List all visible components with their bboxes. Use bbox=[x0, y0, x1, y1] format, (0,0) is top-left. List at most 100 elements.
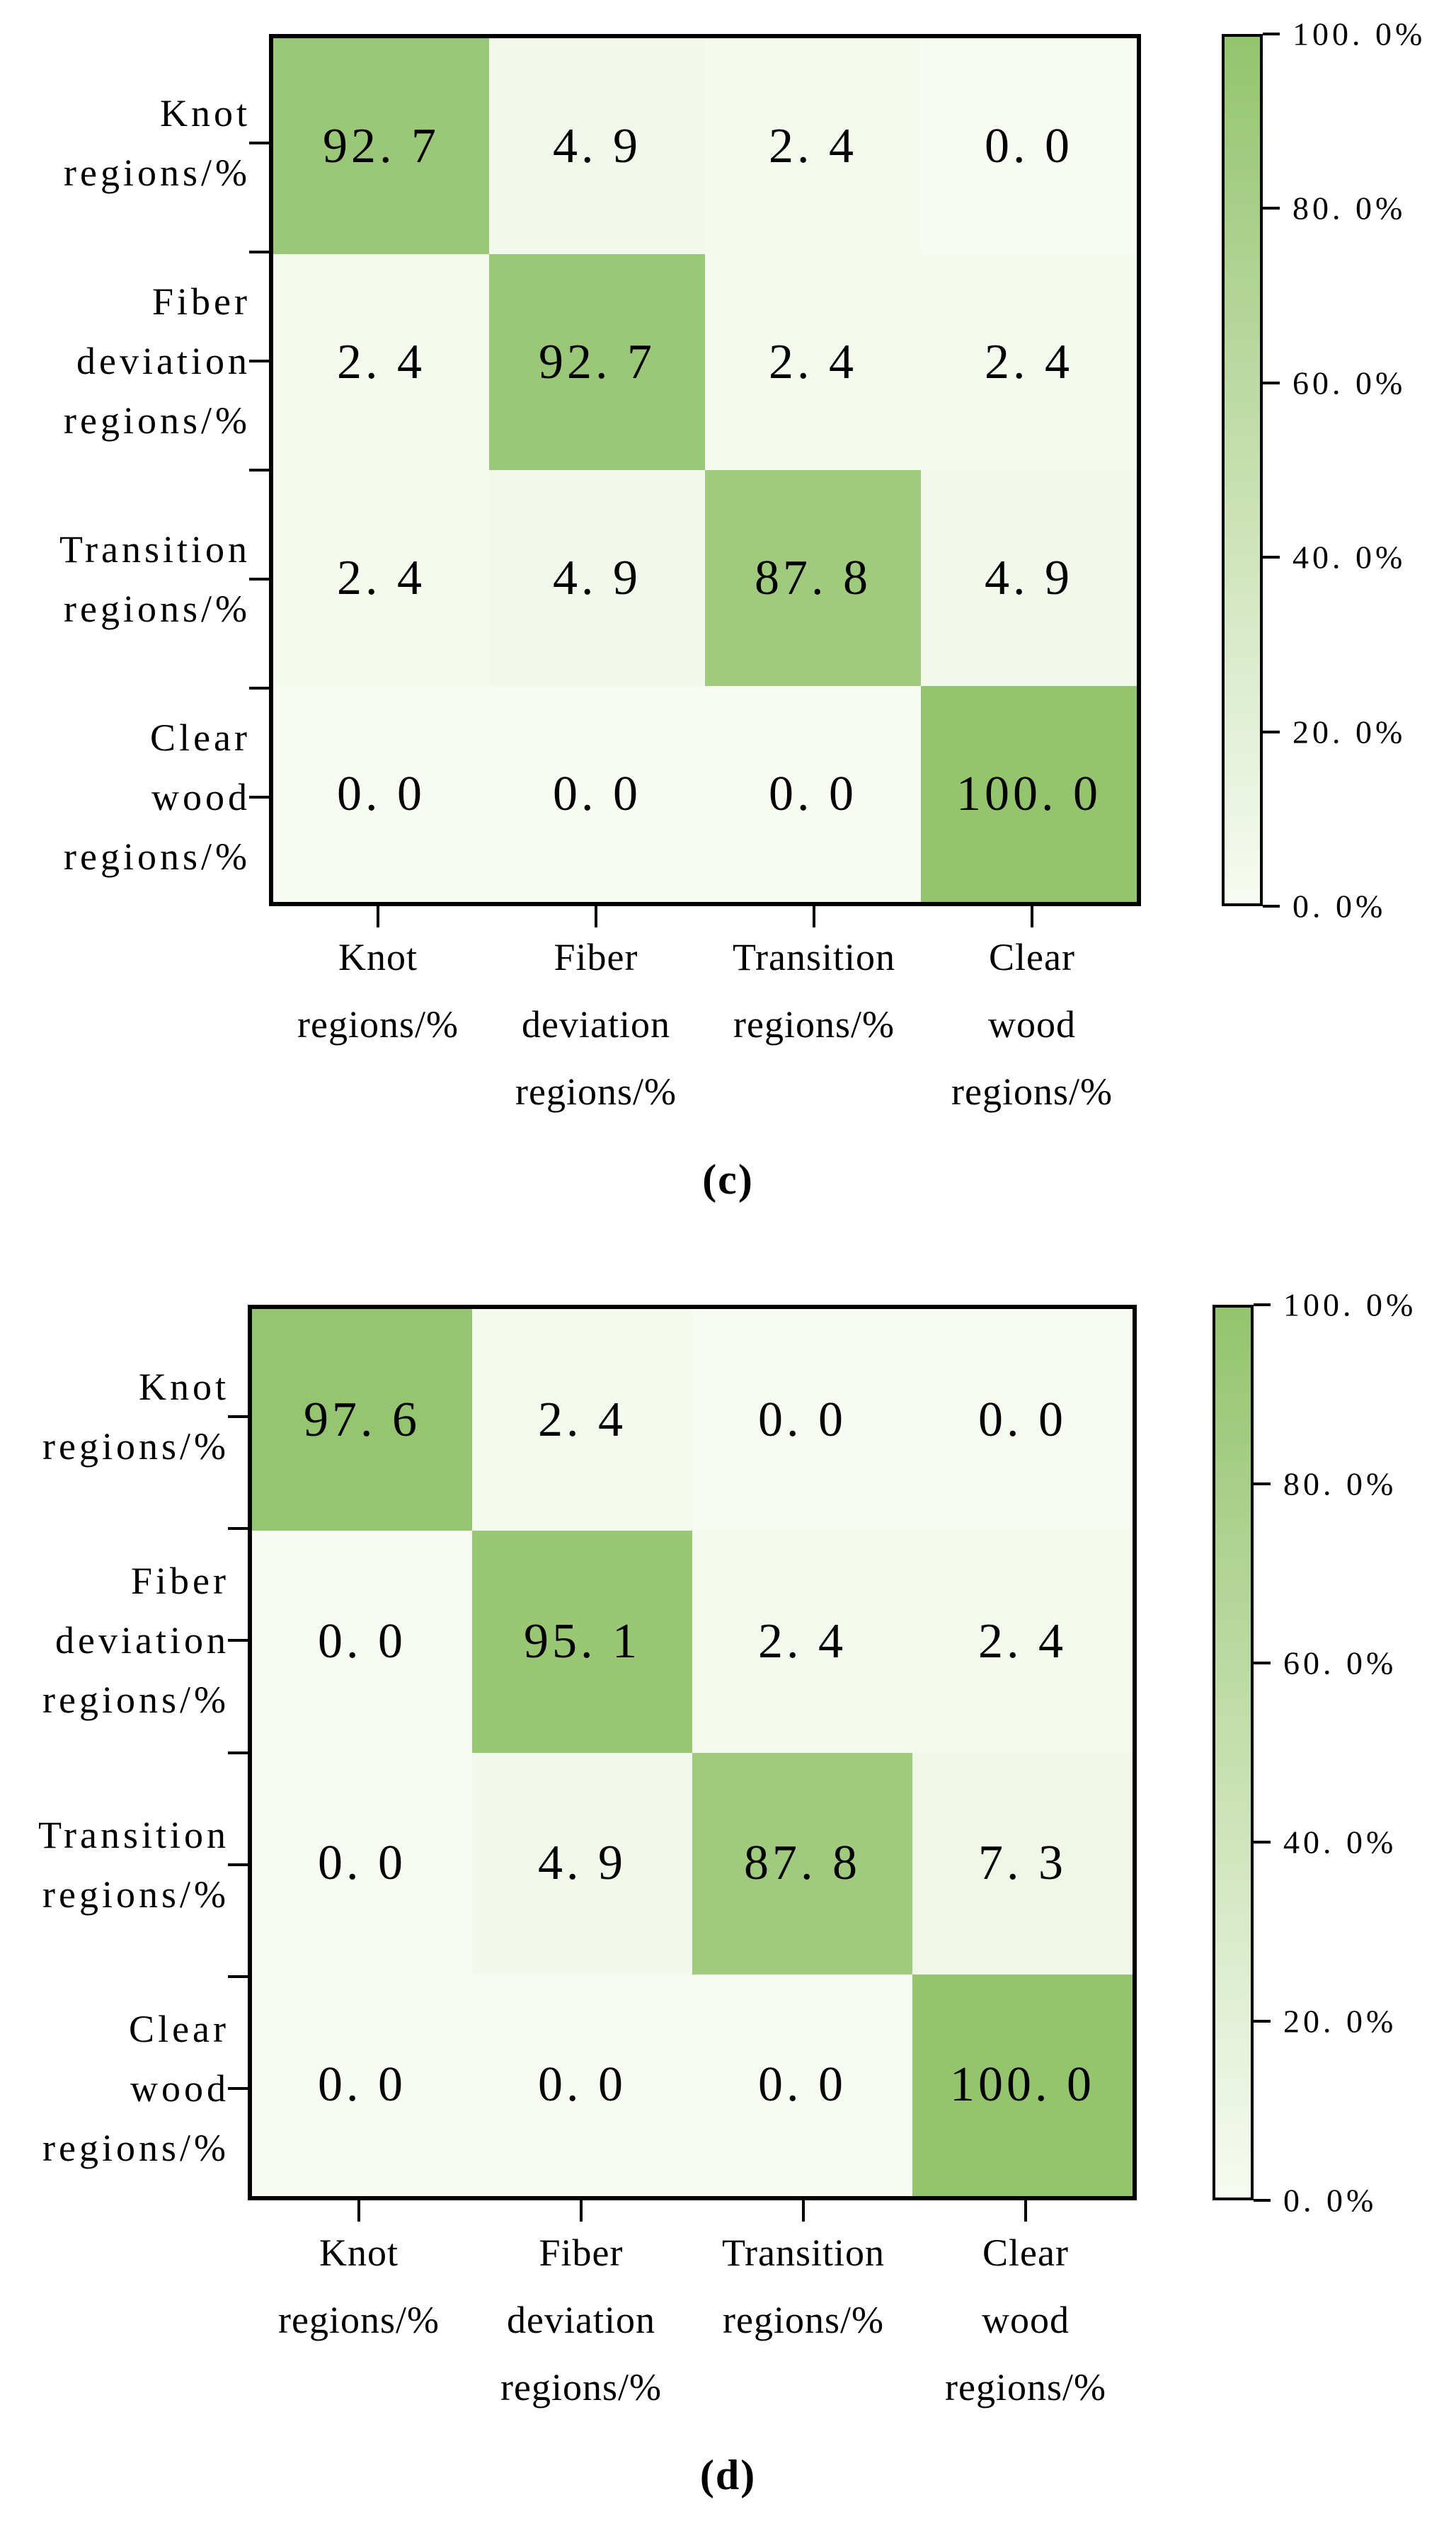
y-axis-tick bbox=[228, 1415, 248, 1419]
y-axis-tick bbox=[249, 360, 269, 362]
y-axis-tick bbox=[228, 2086, 248, 2090]
y-tick-label-line: regions/% bbox=[42, 1873, 229, 1916]
x-axis-tick bbox=[580, 2200, 583, 2222]
matrix-cell: 0. 0 bbox=[472, 1974, 692, 2196]
matrix-cell: 87. 8 bbox=[705, 470, 921, 686]
caption-close-paren: ) bbox=[740, 2452, 757, 2498]
y-tick-label-line: Transition bbox=[59, 528, 251, 571]
y-tick-label: Fiber deviation regions/% bbox=[0, 1551, 229, 1730]
y-tick-label-line: regions/% bbox=[42, 2126, 229, 2169]
x-tick-label: Knot regions/% bbox=[278, 2219, 440, 2354]
matrix-cell: 2. 4 bbox=[705, 38, 921, 254]
matrix-cell: 2. 4 bbox=[273, 470, 489, 686]
x-tick-label-line: regions/% bbox=[951, 1070, 1113, 1113]
colorbar-tick bbox=[1254, 1482, 1271, 1485]
y-tick-label-line: regions/% bbox=[42, 1425, 229, 1468]
colorbar-tick bbox=[1254, 1841, 1271, 1844]
colorbar-tick bbox=[1254, 2199, 1271, 2202]
matrix-cell: 100. 0 bbox=[912, 1974, 1133, 2196]
x-tick-label-line: Knot bbox=[338, 936, 418, 978]
x-tick-label-line: regions/% bbox=[723, 2299, 884, 2341]
matrix-cell: 0. 0 bbox=[252, 1531, 472, 1753]
matrix-cell: 95. 1 bbox=[472, 1531, 692, 1753]
y-tick-label-line: wood bbox=[151, 776, 251, 818]
x-tick-label-line: regions/% bbox=[500, 2366, 662, 2408]
matrix-cell: 0. 0 bbox=[252, 1974, 472, 2196]
y-tick-label-line: deviation bbox=[76, 340, 251, 382]
y-tick-label-line: Transition bbox=[38, 1813, 229, 1856]
matrix-cell: 0. 0 bbox=[912, 1309, 1133, 1531]
y-tick-label: Transition regions/% bbox=[0, 520, 251, 639]
colorbar-tick-label: 0. 0% bbox=[1292, 888, 1387, 925]
colorbar-tick-label: 40. 0% bbox=[1292, 539, 1406, 576]
y-axis-tick bbox=[228, 1527, 248, 1531]
matrix-cell: 2. 4 bbox=[912, 1531, 1133, 1753]
caption-d: (d) bbox=[0, 2451, 1456, 2500]
y-tick-label-line: wood bbox=[130, 2067, 229, 2110]
y-tick-label-line: Knot bbox=[160, 92, 251, 135]
colorbar-tick-label: 0. 0% bbox=[1283, 2182, 1377, 2219]
y-tick-label-line: Clear bbox=[129, 2007, 229, 2050]
colorbar-tick bbox=[1263, 556, 1280, 559]
matrix-cell: 2. 4 bbox=[921, 254, 1137, 470]
y-tick-label-line: Fiber bbox=[131, 1560, 229, 1603]
y-axis-tick bbox=[249, 687, 269, 690]
matrix-cell: 0. 0 bbox=[489, 686, 705, 902]
matrix-cell: 0. 0 bbox=[692, 1309, 912, 1531]
x-tick-label-line: Knot bbox=[319, 2231, 399, 2274]
colorbar-tick bbox=[1254, 2020, 1271, 2023]
matrix-cell: 4. 9 bbox=[472, 1752, 692, 1974]
x-tick-label: Transition regions/% bbox=[722, 2219, 885, 2354]
y-tick-label-line: deviation bbox=[55, 1619, 229, 1662]
colorbar-tick-label: 20. 0% bbox=[1292, 714, 1406, 750]
x-tick-label-line: regions/% bbox=[733, 1003, 895, 1046]
y-tick-label: Clear wood regions/% bbox=[0, 708, 251, 886]
caption-letter: c bbox=[718, 1156, 738, 1203]
x-tick-label: Transition regions/% bbox=[733, 924, 895, 1058]
colorbar-tick bbox=[1254, 1303, 1271, 1306]
matrix-cell: 0. 0 bbox=[705, 686, 921, 902]
matrix-cell: 97. 6 bbox=[252, 1309, 472, 1531]
y-tick-label-line: regions/% bbox=[42, 1679, 229, 1722]
x-tick-label: Knot regions/% bbox=[297, 924, 459, 1058]
matrix-cell: 0. 0 bbox=[692, 1974, 912, 2196]
caption-letter: d bbox=[715, 2452, 741, 2498]
matrix-cell: 92. 7 bbox=[273, 38, 489, 254]
colorbar-tick-label: 60. 0% bbox=[1292, 365, 1406, 401]
y-axis-tick bbox=[228, 1751, 248, 1754]
y-tick-label-line: regions/% bbox=[64, 152, 251, 194]
caption-open-paren: ( bbox=[699, 2452, 716, 2498]
colorbar-tick bbox=[1263, 730, 1280, 733]
y-tick-label-line: Clear bbox=[150, 716, 251, 759]
x-tick-label-line: regions/% bbox=[945, 2366, 1106, 2408]
colorbar-tick bbox=[1254, 1662, 1271, 1664]
y-tick-label-line: regions/% bbox=[64, 588, 251, 630]
y-axis-tick bbox=[249, 142, 269, 144]
caption-c: (c) bbox=[0, 1155, 1456, 1204]
y-tick-label: Knot regions/% bbox=[0, 84, 251, 202]
x-tick-label-line: regions/% bbox=[278, 2299, 440, 2341]
y-axis-tick bbox=[228, 1863, 248, 1866]
x-axis-tick bbox=[595, 906, 597, 927]
x-tick-label-line: regions/% bbox=[515, 1070, 677, 1113]
matrix-cell: 87. 8 bbox=[692, 1752, 912, 1974]
caption-close-paren: ) bbox=[738, 1156, 754, 1203]
matrix-cell: 0. 0 bbox=[252, 1752, 472, 1974]
x-tick-label-line: Transition bbox=[721, 2231, 885, 2274]
x-tick-label-line: Clear bbox=[982, 2231, 1069, 2274]
colorbar-tick-label: 20. 0% bbox=[1283, 2003, 1397, 2040]
colorbar-tick-label: 80. 0% bbox=[1283, 1465, 1397, 1502]
colorbar-c bbox=[1222, 34, 1263, 906]
x-tick-label-line: wood bbox=[987, 1003, 1076, 1046]
colorbar-tick-label: 60. 0% bbox=[1283, 1645, 1397, 1681]
y-tick-label-line: regions/% bbox=[64, 399, 251, 442]
matrix-cell: 4. 9 bbox=[489, 470, 705, 686]
y-tick-label: Transition regions/% bbox=[0, 1805, 229, 1924]
colorbar-d bbox=[1213, 1305, 1254, 2200]
colorbar-tick-label: 100. 0% bbox=[1283, 1286, 1417, 1323]
x-tick-label-line: Clear bbox=[989, 936, 1075, 978]
colorbar-tick bbox=[1263, 381, 1280, 384]
x-tick-label: Clear wood regions/% bbox=[951, 924, 1113, 1126]
heatmap-grid-c: 92. 7 4. 9 2. 4 0. 0 2. 4 92. 7 2. 4 2. 4 2. 4 4.… bbox=[273, 38, 1137, 902]
